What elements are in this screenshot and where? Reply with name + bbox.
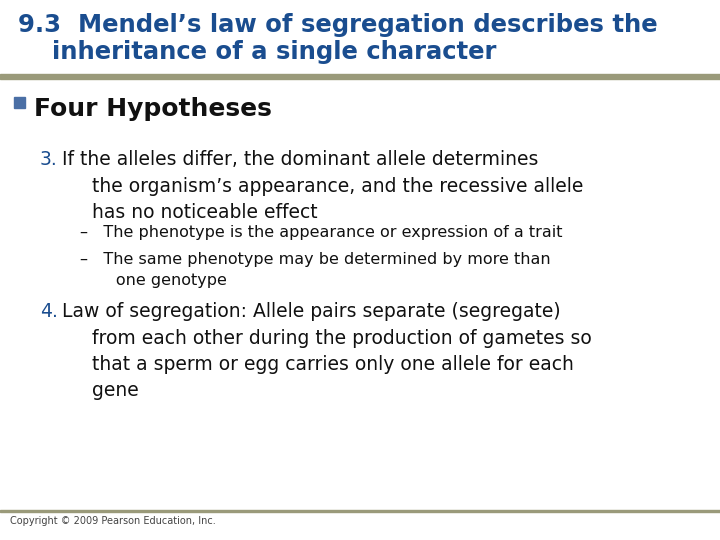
Text: –   The same phenotype may be determined by more than
       one genotype: – The same phenotype may be determined b… xyxy=(80,252,551,288)
Text: Four Hypotheses: Four Hypotheses xyxy=(34,97,272,121)
Text: –   The phenotype is the appearance or expression of a trait: – The phenotype is the appearance or exp… xyxy=(80,225,562,240)
Text: 4.: 4. xyxy=(40,302,58,321)
Bar xyxy=(14,97,25,108)
Text: Copyright © 2009 Pearson Education, Inc.: Copyright © 2009 Pearson Education, Inc. xyxy=(10,516,216,526)
Bar xyxy=(0,510,720,512)
Bar xyxy=(0,74,720,79)
Text: If the alleles differ, the dominant allele determines
     the organism’s appear: If the alleles differ, the dominant alle… xyxy=(62,150,583,222)
Text: inheritance of a single character: inheritance of a single character xyxy=(18,40,496,64)
Text: Law of segregation: Allele pairs separate (segregate)
     from each other durin: Law of segregation: Allele pairs separat… xyxy=(62,302,592,401)
Text: 3.: 3. xyxy=(40,150,58,169)
Text: 9.3  Mendel’s law of segregation describes the: 9.3 Mendel’s law of segregation describe… xyxy=(18,13,657,37)
